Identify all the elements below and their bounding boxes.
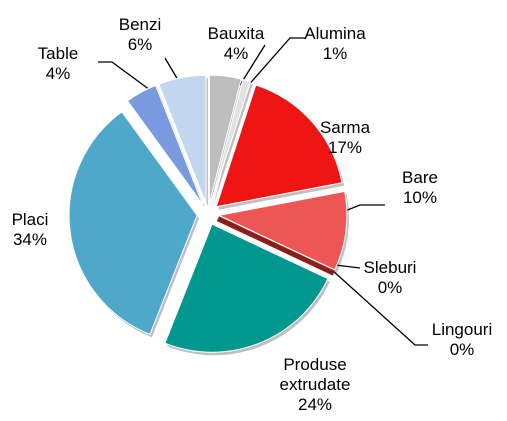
- category-label: Placi: [11, 210, 49, 229]
- value-label: 17%: [327, 138, 363, 157]
- slice-label: Table 4%: [38, 44, 79, 84]
- pie-slice: [216, 216, 335, 276]
- category-label: Table: [37, 44, 79, 63]
- value-label: 0%: [449, 340, 475, 359]
- pie-slice-shadow: [213, 82, 253, 207]
- pie-slice: [217, 190, 348, 271]
- slice-label: Bauxita 4%: [208, 24, 265, 64]
- value-label: 4%: [223, 44, 249, 63]
- category-label: Sarma: [319, 118, 371, 137]
- value-label: 4%: [45, 64, 71, 83]
- value-label: 34%: [12, 230, 48, 249]
- slice-label: Bare 10%: [402, 168, 438, 208]
- slice-label: Produse extrudate 24%: [265, 355, 365, 415]
- category-label: Produse extrudate: [279, 355, 351, 394]
- value-label: 1%: [322, 44, 348, 63]
- value-label: 10%: [402, 188, 438, 207]
- pie-slice: [208, 74, 242, 204]
- category-label: Alumina: [304, 24, 366, 43]
- leader-line: [164, 57, 179, 81]
- category-label: Bauxita: [207, 24, 265, 43]
- category-label: Lingouri: [431, 320, 493, 339]
- pie-slice: [158, 74, 207, 204]
- leader-line: [239, 44, 266, 86]
- slice-label: Sleburi 0%: [364, 258, 417, 298]
- value-label: 6%: [127, 35, 153, 54]
- leader-line: [98, 61, 151, 91]
- leader-line: [245, 37, 305, 89]
- slice-label: Placi 34%: [12, 210, 49, 250]
- leader-line: [334, 264, 361, 269]
- category-label: Bare: [402, 168, 438, 187]
- pie-slice: [210, 78, 252, 204]
- pie-slice: [68, 111, 198, 336]
- value-label: 0%: [377, 278, 403, 297]
- pie-slice: [215, 84, 343, 208]
- value-label: 24%: [297, 395, 333, 414]
- pie-slice: [164, 223, 329, 353]
- slice-label: Alumina 1%: [304, 24, 365, 64]
- slice-label: Sarma 17%: [320, 118, 370, 158]
- leader-line: [331, 269, 428, 346]
- slice-label: Benzi 6%: [119, 15, 162, 55]
- pie-slice: [126, 84, 204, 205]
- slice-label: Lingouri 0%: [432, 320, 493, 360]
- category-label: Benzi: [118, 15, 162, 34]
- category-label: Sleburi: [363, 258, 417, 277]
